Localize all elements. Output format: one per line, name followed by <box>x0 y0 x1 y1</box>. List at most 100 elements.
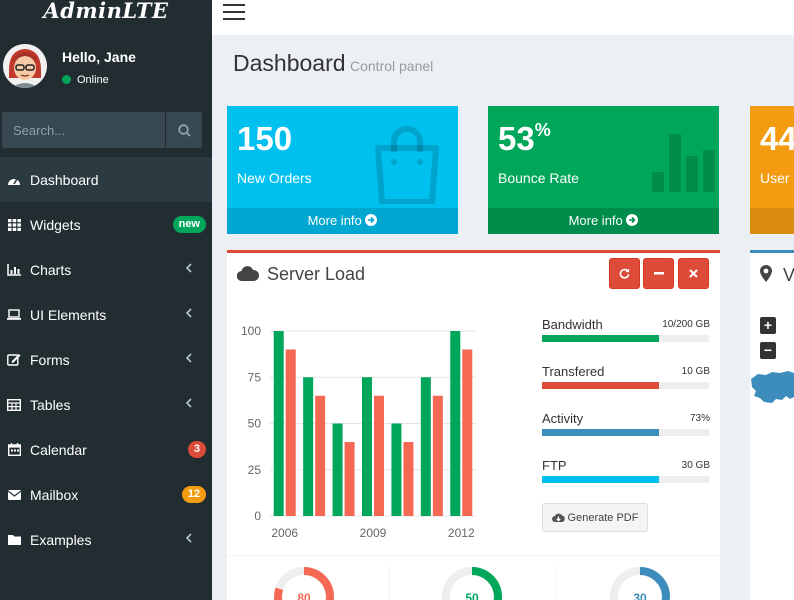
progress-fill <box>542 335 659 342</box>
calendar-icon <box>7 443 21 457</box>
stat-value: 53% <box>498 120 551 157</box>
widgets-new-badge: new <box>172 216 206 233</box>
chevron-left-icon <box>185 308 192 318</box>
top-navbar <box>212 0 794 35</box>
progress-track <box>542 382 709 389</box>
x-tick-label: 2009 <box>360 526 387 540</box>
close-icon <box>689 269 698 278</box>
more-info-link[interactable]: More info <box>488 208 719 234</box>
search-button[interactable] <box>165 112 202 148</box>
page-subtitle: Control panel <box>350 58 434 74</box>
world-map[interactable] <box>750 369 794 413</box>
bar-chart-icon <box>652 134 715 192</box>
chart-bar <box>391 423 402 516</box>
avatar <box>3 44 47 88</box>
divider <box>227 555 720 556</box>
arrow-circle-right-icon <box>626 214 639 226</box>
sidebar-item-tables[interactable]: Tables <box>0 382 212 427</box>
sidebar-item-examples[interactable]: Examples <box>0 517 212 562</box>
generate-pdf-button[interactable]: Generate PDF <box>542 503 648 532</box>
knob-gauge[interactable]: 50 <box>441 566 503 600</box>
close-button[interactable] <box>678 258 709 289</box>
sidebar-item-widgets[interactable]: Widgets new <box>0 202 212 247</box>
bar-chart-icon <box>7 263 21 277</box>
divider <box>389 566 390 600</box>
sidebar-item-dashboard[interactable]: Dashboard <box>0 157 212 202</box>
more-info-link[interactable]: More info <box>227 208 458 234</box>
y-tick-label: 25 <box>248 463 262 477</box>
sidebar-item-label: Calendar <box>30 441 87 458</box>
stat-label: New Orders <box>237 170 312 186</box>
search-input[interactable] <box>2 112 164 148</box>
th-icon <box>7 218 21 232</box>
chart-bar <box>462 349 473 516</box>
user-status-label: Online <box>77 74 109 86</box>
sidebar-item-label: Examples <box>30 531 92 548</box>
sidebar-search <box>2 112 202 148</box>
divider <box>556 566 557 600</box>
chevron-left-icon <box>185 533 192 543</box>
progress-value: 10/200 GB <box>662 319 710 330</box>
progress-fill <box>542 429 659 436</box>
chart-bar <box>362 377 372 516</box>
progress-value: 73% <box>689 413 710 424</box>
online-status-icon <box>62 75 71 84</box>
progress-label: Transfered <box>542 364 605 379</box>
user-status[interactable]: Online <box>62 74 109 86</box>
stat-box-bounce-rate: 53% Bounce Rate More info <box>488 106 719 234</box>
stat-label: User <box>760 170 790 186</box>
sidebar-menu: Dashboard Widgets new Charts UI Elements <box>0 157 212 562</box>
chart-bar <box>403 442 414 516</box>
chart-bar <box>332 423 343 516</box>
stat-value: 150 <box>237 120 293 157</box>
sidebar-item-label: Mailbox <box>30 486 79 503</box>
sidebar-item-calendar[interactable]: Calendar 3 <box>0 427 212 472</box>
collapse-button[interactable] <box>643 258 674 289</box>
user-name: Hello, Jane <box>62 49 136 65</box>
mailbox-count-badge: 12 <box>181 486 206 503</box>
calendar-count-badge: 3 <box>187 441 206 458</box>
progress-track <box>542 335 709 342</box>
y-tick-label: 75 <box>248 370 262 384</box>
y-tick-label: 100 <box>241 324 261 338</box>
stat-box-orders: 150 New Orders More info <box>227 106 458 234</box>
progress-value: 10 GB <box>681 366 710 377</box>
chart-bar <box>303 377 314 516</box>
sidebar-item-label: Widgets <box>30 216 81 233</box>
visitors-map-box: Vi + − <box>750 250 794 600</box>
chart-bar <box>273 331 284 516</box>
edit-icon <box>7 353 21 367</box>
sidebar-item-label: Forms <box>30 351 70 368</box>
chart-bar <box>432 395 443 516</box>
stat-label: Bounce Rate <box>498 170 579 186</box>
x-tick-label: 2006 <box>271 526 298 540</box>
progress-label: Bandwidth <box>542 317 603 332</box>
refresh-icon <box>619 268 630 279</box>
box-title: Vi <box>783 265 794 285</box>
minus-icon <box>653 272 664 275</box>
sidebar-item-mailbox[interactable]: Mailbox 12 <box>0 472 212 517</box>
knob-gauge[interactable]: 80 <box>273 566 335 600</box>
progress-fill <box>542 476 659 483</box>
map-zoom-in-button[interactable]: + <box>760 317 776 334</box>
chart-bar <box>285 349 296 516</box>
progress-value: 30 GB <box>681 460 710 471</box>
knob-gauge[interactable]: 30 <box>609 566 671 600</box>
sidebar-item-charts[interactable]: Charts <box>0 247 212 292</box>
envelope-icon <box>7 488 21 502</box>
sidebar-item-label: Charts <box>30 261 72 278</box>
sidebar-item-ui-elements[interactable]: UI Elements <box>0 292 212 337</box>
progress-fill <box>542 382 659 389</box>
sidebar-item-label: Tables <box>30 396 71 413</box>
laptop-icon <box>7 308 21 322</box>
cloud-icon <box>237 266 259 281</box>
more-info-link[interactable] <box>750 208 794 234</box>
progress-track <box>542 429 709 436</box>
sidebar-item-forms[interactable]: Forms <box>0 337 212 382</box>
app-logo[interactable]: AdminLTE <box>0 0 212 24</box>
progress-label: FTP <box>542 458 567 473</box>
map-zoom-out-button[interactable]: − <box>760 342 776 359</box>
progress-track <box>542 476 709 483</box>
refresh-button[interactable] <box>609 258 640 289</box>
sidebar-toggle-icon[interactable] <box>223 4 245 20</box>
